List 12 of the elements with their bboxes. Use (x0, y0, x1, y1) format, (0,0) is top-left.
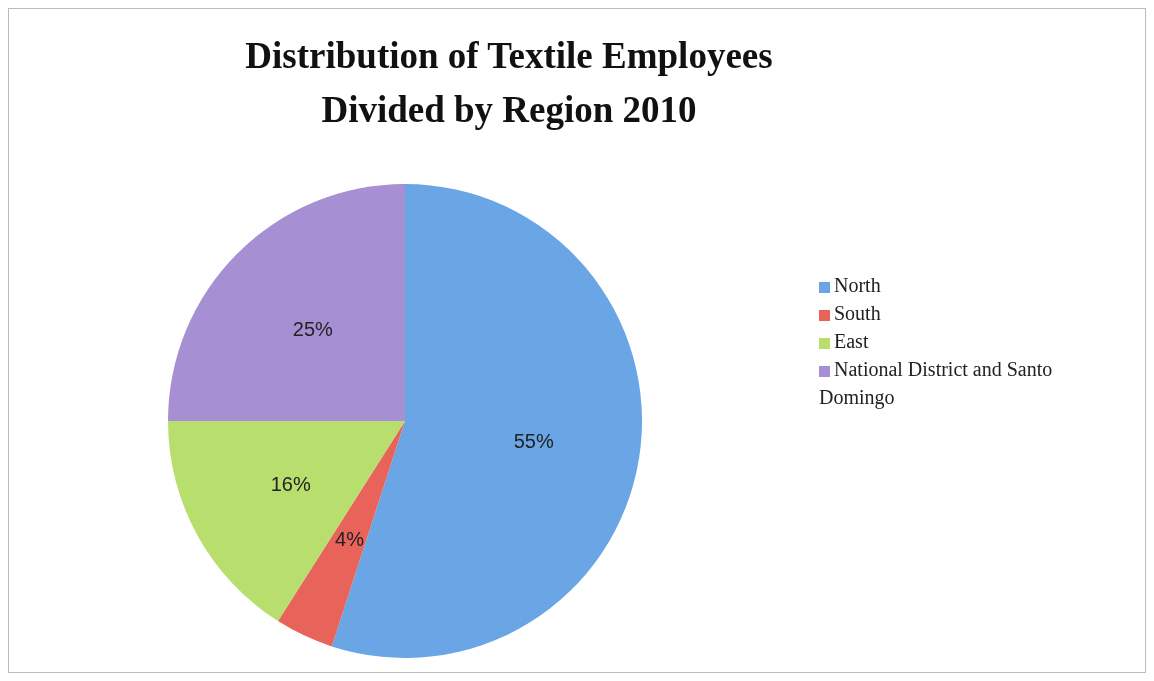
data-label: 55% (513, 430, 554, 453)
legend-label: North (834, 274, 881, 296)
data-label: 25% (292, 317, 334, 340)
legend-label: East (834, 330, 869, 352)
pie-slice (168, 184, 405, 421)
legend-label: South (834, 302, 881, 324)
pie-slice (331, 184, 642, 658)
pie-slice (168, 421, 405, 622)
data-label: 4% (335, 527, 365, 550)
data-label: 16% (270, 472, 311, 495)
legend-label: National District and Santo Domingo (819, 358, 1053, 408)
chart-title: Distribution of Textile Employees Divided by Region 2010 (244, 34, 774, 132)
